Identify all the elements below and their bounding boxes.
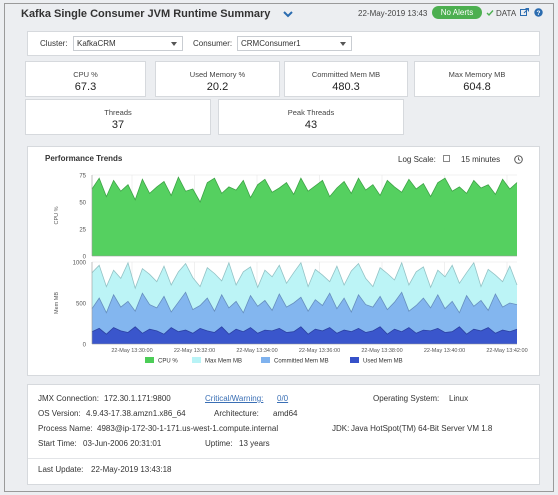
metric-card-max-memory[interactable]: Max Memory MB 604.8 — [414, 61, 540, 97]
metric-label: CPU % — [73, 70, 98, 79]
check-icon — [486, 10, 494, 17]
metric-label: Threads — [104, 108, 132, 117]
help-icon[interactable]: ? — [534, 8, 543, 17]
metric-card-committed-mem[interactable]: Committed Mem MB 480.3 — [284, 61, 408, 97]
xtick-label: 22-May 13:30:00 — [111, 348, 152, 354]
series-line-committed-mem-mb — [91, 291, 518, 314]
last-update-value: 22-May-2019 13:43:18 — [91, 465, 172, 474]
mem-chart-ytick-label: 1000 — [73, 261, 87, 267]
cluster-select[interactable]: KafkaCRM — [73, 36, 183, 51]
metric-label: Used Memory % — [189, 70, 246, 79]
chevron-down-icon[interactable] — [282, 8, 294, 20]
start-time-label: Start Time: — [38, 439, 77, 448]
cpu-chart-ylabel: CPU % — [54, 206, 60, 224]
process-name-value: 4983@ip-172-30-1-171.us-west-1.compute.i… — [97, 424, 279, 433]
metric-label: Peak Threads — [287, 108, 335, 117]
metric-card-used-memory[interactable]: Used Memory % 20.2 — [155, 61, 280, 97]
uptime-value: 13 years — [239, 439, 270, 448]
data-label: DATA — [496, 9, 517, 18]
jmx-connection-label: JMX Connection: — [38, 394, 99, 403]
log-scale-label: Log Scale: — [398, 155, 436, 164]
legend-label-committed-mem-mb: Committed Mem MB — [274, 359, 329, 365]
metric-card-threads[interactable]: Threads 37 — [25, 99, 211, 135]
performance-chart: 75 50 25 0 CPU % 1000 500 0 Mem MB 22-May 13:30:0… — [54, 174, 528, 365]
critical-warning-value[interactable]: 0/0 — [277, 394, 289, 403]
os-value: Linux — [449, 394, 469, 403]
cluster-label: Cluster: — [40, 39, 68, 48]
cpu-chart-ytick-label: 50 — [79, 201, 86, 207]
page-title: Kafka Single Consumer JVM Runtime Summar… — [21, 8, 271, 20]
legend-swatch-max-mem-mb — [192, 357, 201, 363]
svg-text:?: ? — [537, 10, 541, 17]
legend-swatch-cpu — [145, 357, 154, 363]
series-area-cpu — [92, 177, 517, 256]
header-bar: Kafka Single Consumer JVM Runtime Summar… — [5, 4, 553, 26]
metric-label: Committed Mem MB — [311, 70, 381, 79]
legend-swatch-committed-mem-mb — [261, 357, 270, 363]
mem-chart-ylabel: Mem MB — [54, 292, 60, 314]
last-update-label: Last Update: — [38, 465, 84, 474]
header-datetime: 22-May-2019 13:43 — [358, 9, 428, 18]
cluster-select-value: KafkaCRM — [77, 39, 116, 48]
mem-chart-ytick-label: 0 — [83, 343, 87, 349]
architecture-value: amd64 — [273, 409, 298, 418]
architecture-label: Architecture: — [214, 409, 259, 418]
mem-chart-ytick-label: 500 — [76, 302, 87, 308]
os-version-value: 4.9.43-17.38.amzn1.x86_64 — [86, 409, 186, 418]
caret-down-icon — [171, 42, 177, 46]
metric-value: 604.8 — [463, 81, 491, 93]
metric-value: 480.3 — [332, 81, 360, 93]
legend-swatch-used-mem-mb — [350, 357, 359, 363]
process-name-label: Process Name: — [38, 424, 93, 433]
cpu-chart-ytick-label: 75 — [79, 174, 86, 180]
app-frame: Kafka Single Consumer JVM Runtime Summar… — [4, 3, 554, 492]
start-time-value: 03-Jun-2006 20:31:01 — [83, 439, 162, 448]
jmx-connection-value: 172.30.1.171:9800 — [104, 394, 171, 403]
os-version-label: OS Version: — [38, 409, 81, 418]
xtick-label: 22-May 13:34:00 — [236, 348, 277, 354]
metric-label: Max Memory MB — [448, 70, 506, 79]
filter-panel: Cluster: KafkaCRM Consumer: CRMConsumer1 — [27, 31, 540, 56]
log-scale-checkbox[interactable] — [443, 155, 450, 162]
os-label: Operating System: — [373, 394, 440, 403]
legend-label-max-mem-mb: Max Mem MB — [205, 359, 242, 365]
cpu-chart-ytick-label: 25 — [79, 228, 86, 234]
xtick-label: 22-May 13:32:00 — [174, 348, 215, 354]
divider — [28, 458, 539, 459]
xtick-label: 22-May 13:42:00 — [486, 348, 527, 354]
xtick-label: 22-May 13:40:00 — [424, 348, 465, 354]
metric-card-cpu[interactable]: CPU % 67.3 — [25, 61, 146, 97]
consumer-select[interactable]: CRMConsumer1 — [237, 36, 352, 51]
metric-value: 43 — [304, 119, 318, 131]
series-line-max-mem-mb — [91, 261, 518, 290]
jvm-details-panel: JMX Connection: 172.30.1.171:9800 Critic… — [27, 384, 540, 485]
performance-trends-panel: Performance Trends Log Scale: 15 minutes… — [27, 146, 540, 376]
caret-down-icon — [340, 42, 346, 46]
uptime-label: Uptime: — [205, 439, 233, 448]
alert-badge[interactable]: No Alerts — [432, 6, 482, 19]
series-area-used-mem-mb — [92, 326, 517, 344]
metric-value: 37 — [111, 119, 125, 131]
xtick-label: 22-May 13:36:00 — [299, 348, 340, 354]
metric-value: 67.3 — [74, 81, 97, 93]
series-line-cpu — [91, 176, 518, 203]
xtick-label: 22-May 13:38:00 — [361, 348, 402, 354]
series-line-used-mem-mb — [91, 326, 518, 335]
jdk-value: Java HotSpot(TM) 64-Bit Server VM 1.8 — [351, 424, 493, 433]
metric-card-peak-threads[interactable]: Peak Threads 43 — [218, 99, 404, 135]
consumer-select-value: CRMConsumer1 — [241, 39, 301, 48]
external-link-icon[interactable] — [520, 8, 529, 17]
cpu-chart-ytick-label: 0 — [83, 255, 87, 261]
trends-title: Performance Trends — [45, 154, 123, 163]
jdk-label: JDK: — [332, 424, 350, 433]
consumer-label: Consumer: — [193, 39, 233, 48]
legend-label-cpu: CPU % — [158, 359, 178, 365]
metric-value: 20.2 — [206, 81, 229, 93]
clock-icon[interactable] — [514, 155, 523, 164]
time-range-value: 15 minutes — [461, 155, 501, 164]
critical-warning-link[interactable]: Critical/Warning: — [205, 394, 264, 403]
legend-label-used-mem-mb: Used Mem MB — [363, 359, 403, 365]
